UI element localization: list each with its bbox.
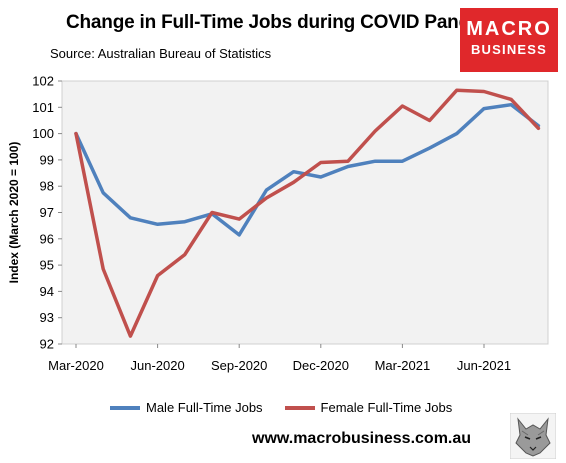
y-tick-label: 97 — [40, 205, 54, 220]
chart-subtitle: Source: Australian Bureau of Statistics — [50, 46, 272, 61]
legend-label-male: Male Full-Time Jobs — [146, 400, 263, 415]
legend-label-female: Female Full-Time Jobs — [320, 400, 453, 415]
macrobusiness-logo: MACRO BUSINESS — [460, 8, 558, 72]
chart-legend: Male Full-Time Jobs Female Full-Time Job… — [110, 400, 474, 415]
female-series-line — [74, 88, 541, 338]
y-tick-label: 98 — [40, 179, 54, 194]
y-tick-label: 99 — [40, 152, 54, 167]
chart-title: Change in Full-Time Jobs during COVID Pa… — [66, 12, 513, 33]
y-axis-label: Index (March 2020 = 100) — [7, 142, 21, 284]
x-tick-label: Dec-2020 — [293, 358, 349, 373]
wolf-logo-icon — [510, 413, 556, 459]
footer-url: www.macrobusiness.com.au — [252, 430, 472, 447]
y-tick-label: 102 — [32, 74, 54, 89]
y-tick-label: 95 — [40, 258, 54, 273]
y-tick-label: 92 — [40, 337, 54, 352]
plot-area — [61, 80, 549, 345]
series-lines — [74, 88, 541, 338]
y-tick-label: 93 — [40, 310, 54, 325]
x-tick-label: Jun-2021 — [457, 358, 511, 373]
y-tick-label: 100 — [32, 126, 54, 141]
x-axis: Mar-2020 Jun-2020 Sep-2020 Dec-2020 Mar-2021… — [48, 344, 511, 373]
logo-line-2: BUSINESS — [470, 42, 548, 57]
x-tick-label: Mar-2021 — [375, 358, 431, 373]
y-axis: 92 93 94 95 96 97 98 99 100 101 102 — [32, 74, 62, 352]
legend-swatch-male — [110, 405, 140, 410]
line-chart: 92 93 94 95 96 97 98 99 100 101 102 Mar-2020 Jun-20… — [7, 74, 549, 373]
legend-item-male: Male Full-Time Jobs — [110, 400, 263, 415]
x-tick-label: Sep-2020 — [211, 358, 267, 373]
y-tick-label: 101 — [32, 100, 54, 115]
x-tick-label: Jun-2020 — [130, 358, 184, 373]
logo-line-1: MACRO — [466, 18, 552, 40]
y-tick-label: 94 — [40, 284, 54, 299]
x-tick-label: Mar-2020 — [48, 358, 104, 373]
legend-item-female: Female Full-Time Jobs — [284, 400, 453, 415]
y-tick-label: 96 — [40, 231, 54, 246]
legend-swatch-female — [284, 405, 315, 410]
